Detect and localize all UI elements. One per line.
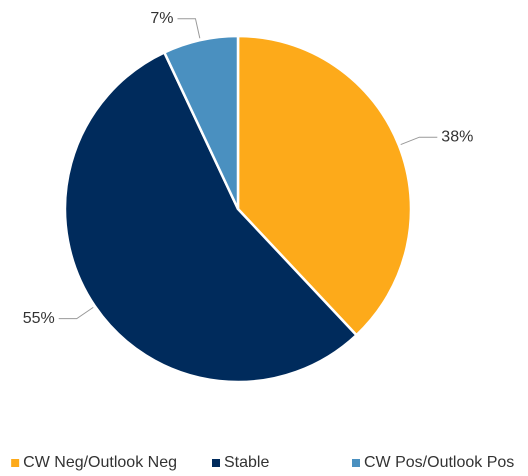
legend-label: Stable: [224, 454, 269, 471]
legend-swatch: [212, 459, 220, 467]
pie-slice: [162, 34, 240, 210]
pie-slice: [63, 50, 359, 384]
leader-line: [400, 136, 438, 146]
data-label: 7%: [150, 10, 173, 27]
legend-swatch: [11, 459, 20, 467]
pie-slice: [236, 34, 413, 337]
legend-label: CW Pos/Outlook Pos: [364, 454, 514, 471]
legend-swatch: [352, 459, 360, 467]
legend-label: CW Neg/Outlook Neg: [23, 454, 177, 471]
leader-line: [177, 18, 201, 39]
data-label: 55%: [23, 310, 55, 327]
data-label: 38%: [441, 128, 473, 145]
leader-line: [58, 306, 94, 320]
